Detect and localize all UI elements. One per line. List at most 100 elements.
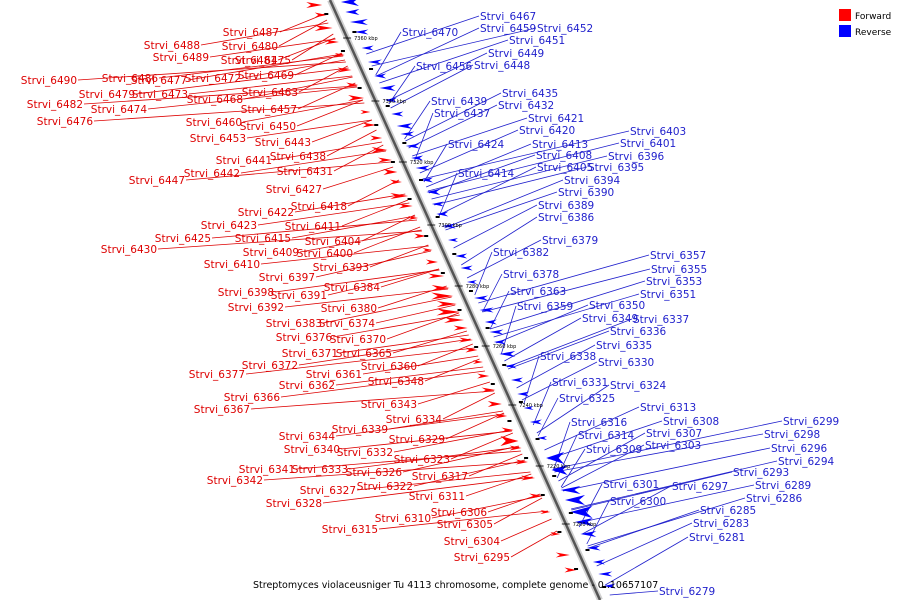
reverse-gene-label: Strvi_6437 [434, 108, 490, 120]
forward-gene-label: Strvi_6340 [284, 444, 340, 456]
reverse-feature [493, 339, 506, 345]
reverse-gene-label: Strvi_6413 [532, 139, 588, 151]
forward-gene-label: Strvi_6490 [21, 75, 77, 87]
reverse-leader-lines [366, 15, 783, 596]
reverse-leader-line [405, 92, 502, 142]
reverse-leader-line [414, 112, 434, 162]
reverse-gene-label: Strvi_6330 [598, 357, 654, 369]
reverse-feature [586, 545, 601, 551]
reverse-leader-line [489, 280, 646, 330]
legend: Forward Reverse [839, 9, 892, 38]
reverse-leader-line [379, 39, 509, 84]
forward-gene-label: Strvi_6409 [243, 247, 299, 259]
forward-gene-label: Strvi_6383 [266, 318, 322, 330]
forward-leader-line [393, 429, 512, 453]
forward-leader-line [280, 370, 486, 398]
reverse-leader-line [507, 330, 610, 370]
reverse-gene-label: Strvi_6379 [542, 235, 598, 247]
reverse-gene-label: Strvi_6420 [519, 125, 575, 137]
forward-feature [348, 95, 365, 101]
reverse-gene-label: Strvi_6296 [771, 443, 828, 455]
forward-leader-line [338, 334, 469, 354]
forward-gene-label: Strvi_6376 [276, 332, 333, 344]
forward-gene-label: Strvi_6367 [194, 404, 250, 416]
tick-label: 7220 kbp [547, 464, 571, 470]
reverse-gene-label: Strvi_6351 [640, 289, 696, 301]
reverse-feature [479, 307, 494, 313]
feature-marker [440, 272, 445, 274]
forward-gene-label: Strvi_6392 [228, 302, 284, 314]
reverse-gene-label: Strvi_6421 [528, 113, 584, 125]
forward-gene-label: Strvi_6295 [454, 552, 510, 564]
reverse-gene-label: Strvi_6308 [663, 416, 719, 428]
reverse-leader-line [532, 381, 552, 426]
reverse-leader-line [605, 536, 689, 586]
reverse-feature [598, 571, 613, 577]
forward-gene-label: Strvi_6305 [437, 519, 493, 531]
forward-feature [453, 325, 468, 331]
forward-leader-line [388, 410, 504, 430]
reverse-gene-label: Strvi_6467 [480, 11, 536, 23]
reverse-feature [379, 85, 396, 91]
reverse-leader-line [582, 485, 672, 535]
feature-marker [485, 327, 490, 329]
forward-feature [414, 233, 427, 239]
reverse-leader-line [537, 397, 559, 437]
forward-gene-label: Strvi_6469 [238, 70, 294, 82]
forward-feature [362, 122, 377, 128]
forward-feature [408, 216, 419, 220]
reverse-feature [560, 486, 581, 494]
reverse-gene-label: Strvi_6324 [610, 380, 667, 392]
feature-marker [407, 198, 412, 200]
forward-gene-label: Strvi_6334 [386, 414, 443, 426]
reverse-gene-label: Strvi_6331 [552, 377, 608, 389]
reverse-leader-line [428, 154, 536, 194]
reverse-leader-line [553, 421, 571, 471]
forward-gene-label: Strvi_6311 [409, 491, 465, 503]
forward-feature [371, 147, 388, 153]
reverse-leader-line [523, 355, 540, 405]
feature-marker [452, 253, 457, 255]
reverse-gene-label: Strvi_6285 [700, 505, 756, 517]
forward-leader-line [294, 193, 406, 213]
reverse-feature [484, 319, 497, 325]
feature-marker [518, 401, 523, 403]
forward-gene-label: Strvi_6438 [270, 151, 326, 163]
genome-caption: Streptomyces violaceusniger Tu 4113 chro… [253, 580, 658, 591]
forward-feature [334, 53, 345, 57]
reverse-leader-line [427, 142, 620, 192]
reverse-leader-line [412, 117, 528, 157]
forward-gene-label: Strvi_6341 [239, 464, 295, 476]
reverse-leader-line [570, 460, 778, 510]
forward-leader-line [327, 268, 440, 296]
reverse-leader-line [419, 129, 519, 174]
reverse-leader-line [453, 204, 538, 249]
feature-marker [568, 512, 573, 514]
reverse-leader-line [438, 172, 458, 217]
forward-leader-line [500, 518, 552, 542]
forward-feature [398, 203, 413, 209]
forward-feature [444, 317, 464, 323]
reverse-feature [411, 155, 424, 161]
forward-leader-line [356, 471, 531, 491]
forward-leader-line [245, 347, 475, 375]
forward-leader-line [353, 226, 421, 254]
reverse-leader-line [516, 344, 596, 389]
forward-leader-line [277, 37, 336, 61]
forward-gene-label: Strvi_6322 [357, 481, 413, 493]
reverse-feature [349, 19, 368, 25]
forward-gene-label: Strvi_6479 [79, 89, 135, 101]
reverse-gene-label: Strvi_6449 [488, 48, 544, 60]
forward-gene-label: Strvi_6482 [27, 99, 83, 111]
reverse-feature [523, 406, 534, 410]
reverse-feature [367, 59, 382, 65]
reverse-feature [448, 238, 458, 242]
forward-gene-label: Strvi_6384 [324, 282, 381, 294]
forward-gene-label: Strvi_6431 [277, 166, 333, 178]
feature-marker [585, 549, 590, 551]
reverse-leader-line [388, 65, 416, 105]
reverse-leader-line [366, 15, 480, 55]
reverse-gene-label: Strvi_6307 [646, 428, 702, 440]
forward-gene-label: Strvi_6481 [221, 55, 277, 67]
reverse-gene-label: Strvi_6363 [510, 286, 566, 298]
